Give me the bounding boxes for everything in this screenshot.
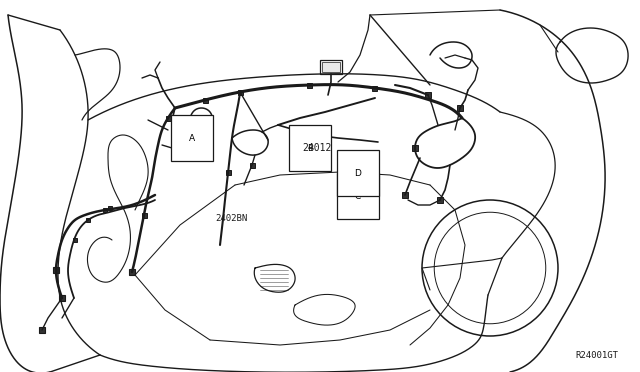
FancyBboxPatch shape	[320, 60, 342, 74]
Text: B: B	[307, 144, 313, 153]
Text: A: A	[189, 134, 195, 142]
FancyBboxPatch shape	[129, 269, 135, 275]
FancyBboxPatch shape	[425, 92, 431, 98]
FancyBboxPatch shape	[53, 267, 59, 273]
FancyBboxPatch shape	[372, 86, 378, 90]
FancyBboxPatch shape	[166, 115, 170, 121]
Text: C: C	[355, 192, 361, 201]
Text: R24001GT: R24001GT	[575, 352, 618, 360]
Text: 24012: 24012	[302, 143, 332, 153]
FancyBboxPatch shape	[86, 218, 90, 222]
FancyBboxPatch shape	[141, 212, 147, 218]
Text: 2402BN: 2402BN	[215, 214, 247, 222]
FancyBboxPatch shape	[307, 83, 312, 87]
FancyBboxPatch shape	[412, 145, 418, 151]
FancyBboxPatch shape	[39, 327, 45, 333]
FancyBboxPatch shape	[250, 163, 255, 167]
FancyBboxPatch shape	[457, 105, 463, 111]
FancyBboxPatch shape	[437, 197, 443, 203]
FancyBboxPatch shape	[73, 238, 77, 242]
FancyBboxPatch shape	[402, 192, 408, 198]
FancyBboxPatch shape	[237, 90, 243, 94]
FancyBboxPatch shape	[225, 170, 230, 174]
FancyBboxPatch shape	[59, 295, 65, 301]
FancyBboxPatch shape	[202, 97, 207, 103]
FancyBboxPatch shape	[108, 206, 112, 210]
FancyBboxPatch shape	[103, 208, 107, 212]
FancyBboxPatch shape	[322, 62, 340, 72]
Text: D: D	[355, 169, 362, 177]
